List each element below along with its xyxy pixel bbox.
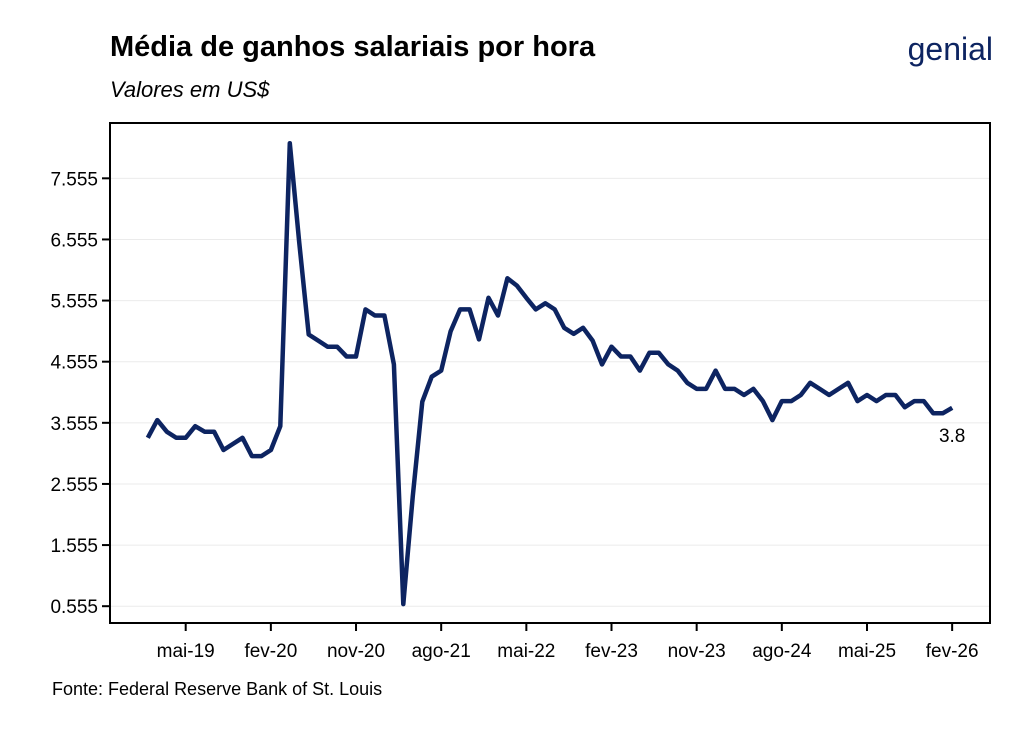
y-tick-label: 6.555 bbox=[50, 230, 98, 251]
logo: genial bbox=[908, 31, 993, 67]
data-label: 3.8 bbox=[939, 426, 965, 447]
plot-frame bbox=[109, 122, 991, 624]
y-tick-label: 3.555 bbox=[50, 414, 98, 435]
y-tick-label: 1.555 bbox=[50, 536, 98, 557]
y-tick-label: 7.555 bbox=[50, 169, 98, 190]
x-tick-label: nov-23 bbox=[668, 641, 726, 662]
chart-title: Média de ganhos salariais por hora bbox=[110, 31, 596, 63]
y-tick-label: 4.555 bbox=[50, 353, 98, 374]
x-tick-label: mai-22 bbox=[497, 641, 555, 662]
y-tick-label: 0.555 bbox=[50, 597, 98, 618]
x-tick-label: ago-24 bbox=[752, 641, 812, 662]
chart-subtitle: Valores em US$ bbox=[110, 77, 270, 102]
source-note: Fonte: Federal Reserve Bank of St. Louis bbox=[52, 679, 382, 699]
x-tick-label: mai-25 bbox=[838, 641, 896, 662]
x-tick-label: nov-20 bbox=[327, 641, 385, 662]
x-tick-label: fev-23 bbox=[585, 641, 638, 662]
y-tick-label: 5.555 bbox=[50, 292, 98, 313]
line-series bbox=[145, 140, 954, 607]
x-tick-label: fev-20 bbox=[244, 641, 297, 662]
y-tick-label: 2.555 bbox=[50, 475, 98, 496]
x-tick-label: mai-19 bbox=[157, 641, 215, 662]
x-tick-label: fev-26 bbox=[926, 641, 979, 662]
x-tick-label: ago-21 bbox=[412, 641, 471, 662]
